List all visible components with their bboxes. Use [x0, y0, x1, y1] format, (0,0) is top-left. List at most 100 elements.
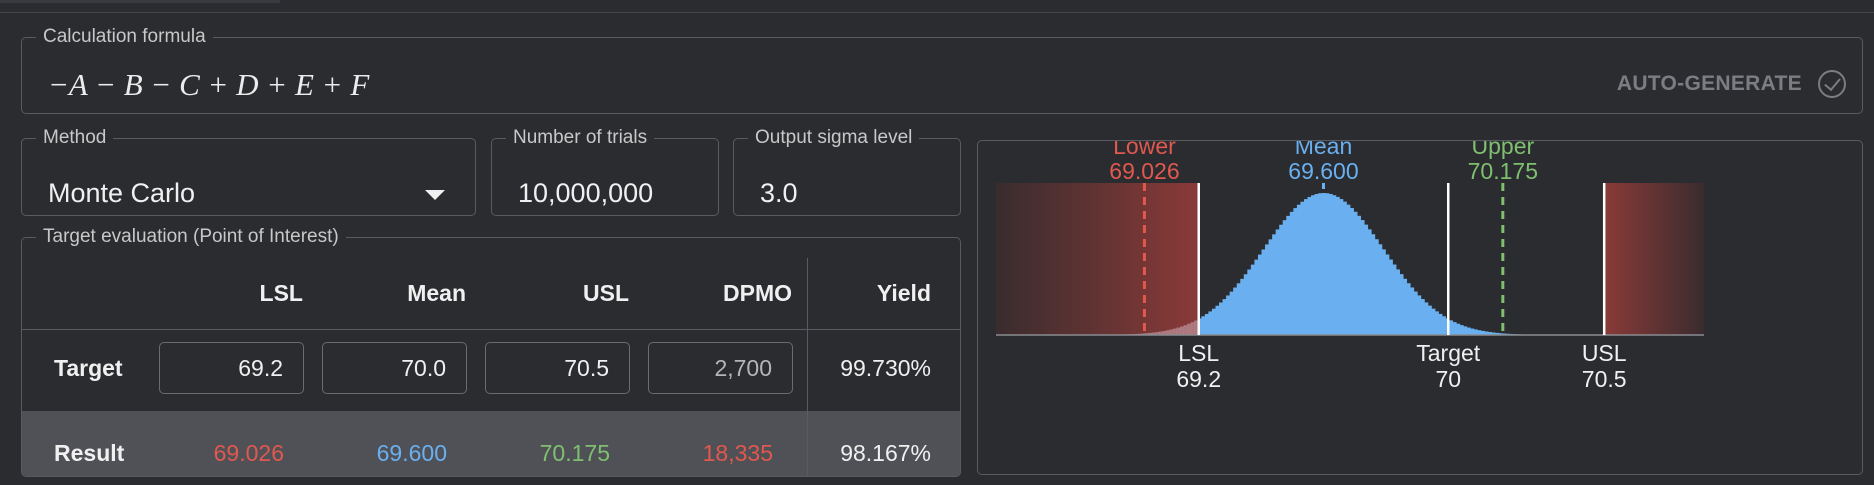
result-row-background	[22, 411, 960, 476]
histogram-bar	[1204, 313, 1209, 335]
histogram-bar	[1346, 204, 1351, 335]
histogram-bar	[1215, 305, 1220, 335]
evaluation-table: LSL Mean USL DPMO Yield Target 69.2 70.0…	[22, 247, 960, 476]
histogram-bar	[1456, 323, 1461, 335]
method-value: Monte Carlo	[48, 178, 196, 208]
histogram-bar	[1190, 322, 1195, 335]
histogram-bar	[1417, 295, 1422, 335]
histogram-bar	[1410, 287, 1415, 335]
target-mean-input[interactable]: 70.0	[322, 342, 467, 394]
result-row-label: Result	[54, 440, 125, 466]
histogram-bar	[1275, 229, 1280, 335]
histogram-bar	[1236, 283, 1241, 335]
histogram-bar	[1424, 302, 1429, 335]
auto-generate-button[interactable]: AUTO-GENERATE	[1617, 67, 1846, 101]
histogram-bar	[1165, 330, 1170, 335]
calculation-formula-legend: Calculation formula	[43, 26, 206, 47]
histogram-bar	[1311, 195, 1315, 335]
limit-label-lsl: LSL	[1178, 340, 1219, 366]
histogram-bar	[1339, 199, 1344, 335]
histogram-bar	[1470, 328, 1475, 335]
number-of-trials-legend: Number of trials	[513, 127, 648, 148]
limit-label-target: Target	[1416, 340, 1481, 366]
marker-label-lower: Lower	[1113, 141, 1176, 159]
output-sigma-level-field[interactable]: Output sigma level 3.0	[733, 128, 961, 216]
histogram-bar	[1279, 224, 1284, 335]
histogram-bar	[1201, 316, 1206, 335]
histogram-bar	[1413, 291, 1418, 335]
header-lsl: LSL	[259, 280, 303, 306]
histogram-bar	[1300, 201, 1305, 335]
method-legend: Method	[43, 127, 107, 148]
histogram-bar	[1289, 211, 1294, 335]
histogram-bar	[1449, 320, 1454, 335]
histogram-bar	[1240, 278, 1245, 335]
result-usl-value: 70.175	[539, 440, 610, 466]
histogram-bar	[1293, 208, 1298, 335]
histogram-bar	[1250, 264, 1255, 335]
method-select[interactable]: Method Monte Carlo	[21, 128, 476, 216]
limit-value-target: 70	[1435, 366, 1461, 392]
header-divider	[22, 329, 960, 330]
histogram-bar	[1459, 325, 1464, 335]
histogram-bar	[1187, 323, 1192, 335]
formula-expression[interactable]: −A − B − C + D + E + F	[48, 67, 370, 102]
marker-label-upper: Upper	[1472, 141, 1535, 159]
histogram-bar	[1233, 287, 1238, 335]
target-yield-value: 99.730%	[840, 355, 931, 381]
histogram-bar	[1173, 328, 1177, 335]
header-mean: Mean	[407, 280, 466, 306]
histogram-bar	[1353, 211, 1358, 335]
target-usl-input[interactable]: 70.5	[485, 342, 630, 394]
target-row-label: Target	[54, 355, 123, 381]
result-dpmo-value: 18,335	[702, 440, 773, 466]
distribution-chart-panel: LSL 69.2 Target 70 USL 70.5 Lower 69.026 Mean 69.…	[977, 140, 1863, 475]
histogram-bar	[1180, 326, 1185, 335]
histogram-bar	[1268, 239, 1273, 335]
output-sigma-level-value[interactable]: 3.0	[760, 178, 798, 208]
header-dpmo: DPMO	[723, 280, 792, 306]
histogram-bar	[1226, 295, 1231, 335]
yield-column-divider	[807, 258, 808, 476]
target-dpmo-input[interactable]: 2,700	[648, 342, 793, 394]
result-lsl-value: 69.026	[213, 440, 284, 466]
number-of-trials-value[interactable]: 10,000,000	[518, 178, 654, 208]
histogram-bar	[1208, 311, 1213, 335]
histogram-bar	[1318, 193, 1323, 335]
histogram-bar	[1473, 329, 1478, 335]
histogram-bar	[1406, 283, 1411, 335]
output-sigma-level-legend: Output sigma level	[755, 127, 913, 148]
target-evaluation-legend: Target evaluation (Point of Interest)	[43, 226, 339, 247]
histogram-bar	[1480, 330, 1485, 335]
histogram-bar	[1342, 201, 1347, 335]
histogram-bar	[1257, 254, 1262, 335]
histogram-bar	[1325, 193, 1330, 335]
histogram-bar	[1392, 264, 1397, 335]
histogram-bar	[1243, 274, 1248, 335]
histogram-bar	[1282, 220, 1287, 335]
dropdown-arrow-icon[interactable]	[425, 190, 445, 200]
histogram-bar	[1385, 254, 1390, 335]
histogram-bar	[1307, 196, 1312, 335]
histogram-bar	[1374, 239, 1379, 335]
lsl-reject-zone	[996, 183, 1199, 335]
number-of-trials-field[interactable]: Number of trials 10,000,000	[491, 128, 719, 216]
histogram-bar	[1335, 196, 1340, 335]
histogram-bar	[1254, 259, 1259, 335]
histogram-bar	[1367, 229, 1372, 335]
histogram-bar	[1427, 305, 1432, 335]
top-tab-indicator	[0, 0, 280, 3]
histogram-bar	[1466, 327, 1471, 335]
usl-reject-zone	[1604, 183, 1704, 335]
histogram-bar	[1155, 332, 1160, 335]
histogram-bar	[1403, 278, 1408, 335]
check-circle-icon	[1818, 70, 1846, 98]
histogram-bar	[1431, 308, 1436, 335]
target-evaluation-panel: Target evaluation (Point of Interest) LS…	[21, 227, 961, 477]
limit-value-usl: 70.5	[1582, 366, 1627, 392]
target-lsl-input[interactable]: 69.2	[159, 342, 304, 394]
histogram-bar	[1495, 332, 1500, 335]
histogram-bar	[1314, 194, 1319, 335]
calculation-formula-panel: Calculation formula −A − B − C + D + E +…	[21, 27, 1863, 114]
